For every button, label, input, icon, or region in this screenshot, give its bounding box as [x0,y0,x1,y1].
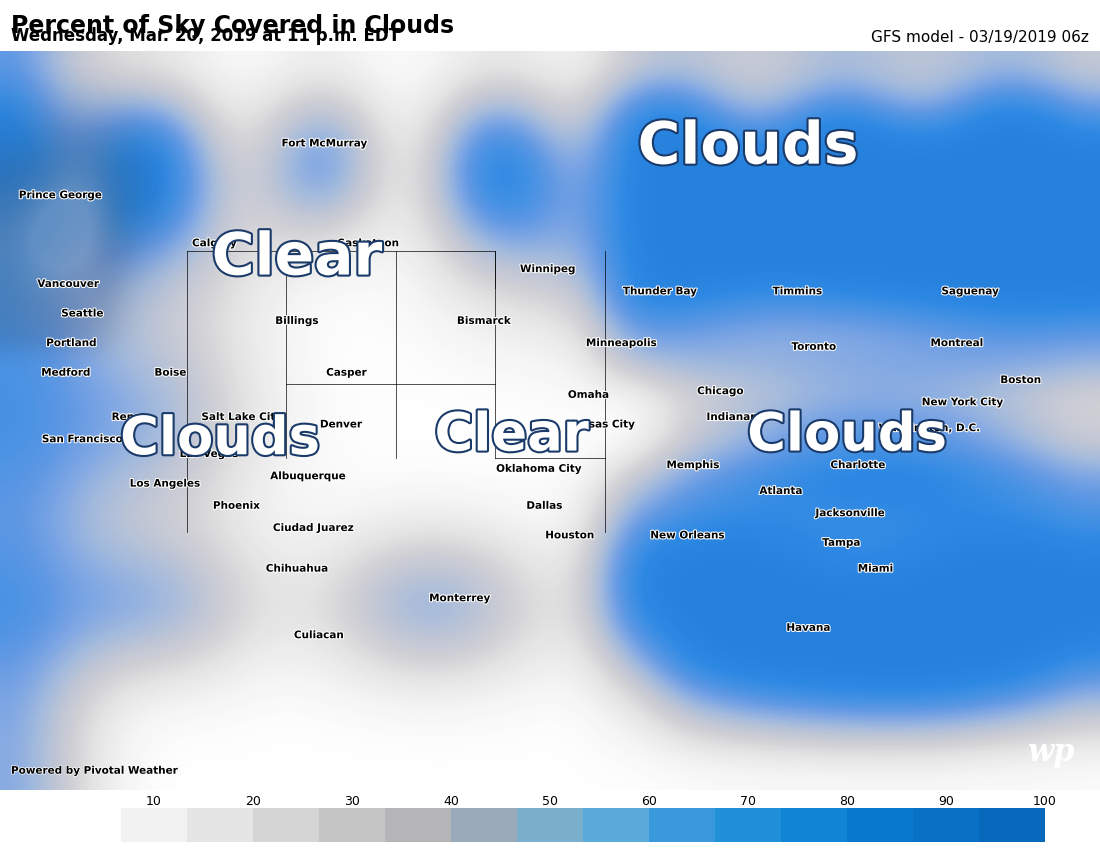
Text: 10: 10 [146,795,162,807]
Text: Chicago: Chicago [697,386,744,396]
Text: Omaha: Omaha [568,390,609,400]
Text: Toronto: Toronto [791,342,837,352]
Text: Atlanta: Atlanta [759,486,803,496]
Text: Indianapolis: Indianapolis [706,412,779,422]
Bar [847,808,913,842]
Text: Las Vegas: Las Vegas [179,449,239,459]
Text: Saguenay: Saguenay [942,286,999,297]
Text: 90: 90 [938,795,954,807]
Text: Clear: Clear [434,410,588,462]
Text: Medford: Medford [42,368,90,377]
Text: Prince George: Prince George [19,190,102,201]
Text: Minneapolis: Minneapolis [586,338,657,348]
Text: Boston: Boston [1000,375,1042,385]
Bar [517,808,583,842]
Text: Powered by Pivotal Weather: Powered by Pivotal Weather [11,766,178,776]
Text: 50: 50 [542,795,558,807]
Text: Jacksonville: Jacksonville [815,508,886,518]
Bar [979,808,1045,842]
Text: Miami: Miami [858,564,893,574]
Text: Phoenix: Phoenix [213,501,260,511]
Text: Clouds: Clouds [747,410,947,462]
Bar [385,808,451,842]
Text: Calgary: Calgary [192,238,236,248]
Text: Oklahoma City: Oklahoma City [496,464,582,473]
Text: Houston: Houston [546,530,594,541]
Text: Reno: Reno [111,412,142,422]
Text: GFS model - 03/19/2019 06z: GFS model - 03/19/2019 06z [871,31,1089,45]
Text: Bismarck: Bismarck [456,316,512,326]
Text: San Francisco: San Francisco [42,434,123,445]
Bar [781,808,847,842]
Text: 70: 70 [740,795,756,807]
Text: Los Angeles: Los Angeles [130,479,200,489]
Text: Albuquerque: Albuquerque [271,471,345,481]
Text: Winnipeg: Winnipeg [520,264,575,275]
Text: 30: 30 [344,795,360,807]
Text: Tampa: Tampa [823,538,860,547]
Text: 100: 100 [1033,795,1057,807]
Text: Montreal: Montreal [931,338,983,348]
Text: Percent of Sky Covered in Clouds: Percent of Sky Covered in Clouds [11,14,454,37]
Text: Billings: Billings [275,316,319,326]
Text: Clouds: Clouds [638,119,858,176]
Text: Saskatoon: Saskatoon [338,238,399,248]
Bar [319,808,385,842]
Text: New York City: New York City [922,397,1003,407]
Bar [187,808,253,842]
Bar [913,808,979,842]
Text: Kansas City: Kansas City [566,419,635,429]
Text: Dallas: Dallas [527,501,562,511]
Text: Chihuahua: Chihuahua [266,564,328,574]
Bar [649,808,715,842]
Text: 20: 20 [245,795,261,807]
Text: Clouds: Clouds [120,413,320,465]
Text: Seattle: Seattle [62,309,103,319]
Text: Vancouver: Vancouver [37,279,99,289]
Text: Denver: Denver [320,419,362,429]
Bar [121,808,187,842]
Text: Salt Lake City: Salt Lake City [201,412,283,422]
Text: Timmins: Timmins [772,286,823,297]
Bar [451,808,517,842]
Text: Charlotte: Charlotte [830,460,886,470]
Text: Fort McMurray: Fort McMurray [282,139,367,149]
Bar [55,808,121,842]
Text: Monterrey: Monterrey [429,593,491,604]
Text: 80: 80 [839,795,855,807]
Text: Memphis: Memphis [667,460,719,470]
Text: Havana: Havana [786,623,830,632]
Text: 60: 60 [641,795,657,807]
Bar [583,808,649,842]
Text: Washington, D.C.: Washington, D.C. [879,423,980,434]
Text: Thunder Bay: Thunder Bay [623,286,697,297]
Text: New Orleans: New Orleans [650,530,725,541]
Text: Wednesday, Mar. 20, 2019 at 11 p.m. EDT: Wednesday, Mar. 20, 2019 at 11 p.m. EDT [11,27,400,45]
Text: 40: 40 [443,795,459,807]
Text: wp: wp [1026,737,1075,768]
Text: Clear: Clear [211,230,383,286]
Bar [715,808,781,842]
Text: Ciudad Juarez: Ciudad Juarez [273,523,354,533]
Text: Culiacan: Culiacan [294,630,344,640]
Text: Portland: Portland [46,338,97,348]
Text: Boise: Boise [154,368,187,377]
Text: Casper: Casper [327,368,366,377]
Bar [253,808,319,842]
